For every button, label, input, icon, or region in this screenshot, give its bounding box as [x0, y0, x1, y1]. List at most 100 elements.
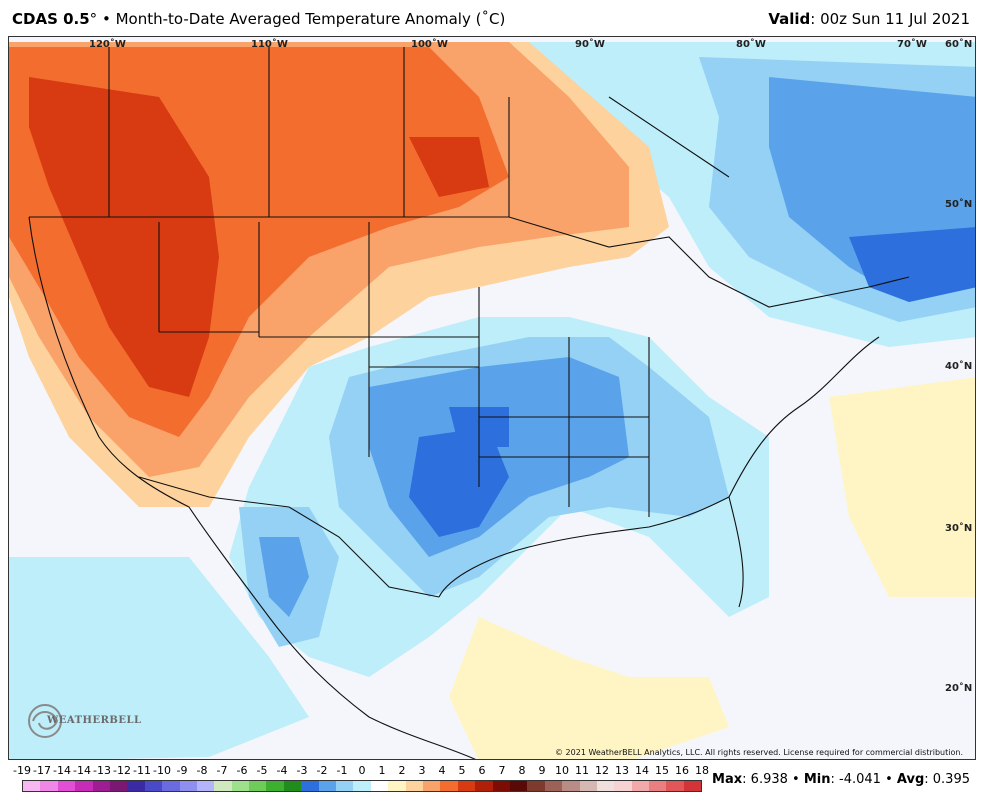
legend-swatch	[562, 781, 580, 791]
legend-swatch	[649, 781, 667, 791]
pacific-coastline	[28, 216, 476, 759]
legend-tick-label: 9	[538, 764, 546, 777]
legend-tick-label: -4	[276, 764, 288, 777]
legend-swatch	[405, 781, 423, 791]
legend-tick-label: -12	[113, 764, 131, 777]
us-mexico-border	[138, 476, 440, 598]
legend-swatch	[144, 781, 163, 791]
lon-label-110w: 110˚W	[251, 39, 288, 50]
legend-swatch	[370, 781, 389, 791]
legend-tick-label: 14	[635, 764, 649, 777]
legend-tick-label: -2	[316, 764, 328, 777]
legend-swatch	[492, 781, 510, 791]
legend-tick-label: 1	[378, 764, 386, 777]
legend-tick-label: -1	[336, 764, 348, 777]
lon-label-120w: 120˚W	[89, 39, 126, 50]
legend-swatch	[457, 781, 476, 791]
legend-tick-label: 0	[358, 764, 366, 777]
valid-label: Valid	[768, 10, 811, 28]
legend-tick-label: 12	[595, 764, 609, 777]
legend-swatch	[336, 781, 354, 791]
legend-tick-label: -9	[176, 764, 188, 777]
lon-label-90w: 90˚W	[575, 39, 605, 50]
map-statistics: Max: 6.938 • Min: -4.041 • Avg: 0.395	[712, 772, 970, 787]
legend-swatch	[614, 781, 632, 791]
state-borders	[158, 222, 650, 517]
legend-tick-label: -7	[216, 764, 228, 777]
legend-swatch	[301, 781, 319, 791]
lat-label-60n: 60˚N	[945, 39, 973, 50]
legend-tick-label: -14	[53, 764, 71, 777]
legend-tick-labels: -19 -17 -14 -14 -13 -12 -11 -10 -9 -8 -7 -6 -5 -4 -3 -2…	[13, 764, 709, 778]
legend-tick-label: 13	[615, 764, 629, 777]
legend-swatch	[249, 781, 267, 791]
product-name: Month-to-Date Averaged Temperature Anoma…	[115, 10, 506, 28]
anomaly-region-cool-texas-core	[409, 427, 509, 537]
legend-swatch	[440, 781, 458, 791]
legend-tick-label: 2	[398, 764, 406, 777]
legend-swatch	[631, 781, 650, 791]
legend-tick-label: 16	[675, 764, 689, 777]
anomaly-region-cool-new-england	[849, 227, 975, 302]
legend-swatch	[196, 781, 215, 791]
degree-symbol: °	[89, 10, 98, 28]
us-canada-border	[29, 216, 910, 308]
legend-tick-label: -5	[256, 764, 268, 777]
legend-swatch	[544, 781, 563, 791]
valid-value: : 00z Sun 11 Jul 2021	[810, 10, 970, 28]
anomaly-map: 120˚W 110˚W 100˚W 90˚W 80˚W 70˚W 60˚N 50…	[8, 36, 976, 760]
valid-time: Valid: 00z Sun 11 Jul 2021	[768, 10, 970, 28]
legend-swatch	[475, 781, 493, 791]
lat-label-20n: 20˚N	[945, 683, 973, 694]
max-value: : 6.938	[742, 772, 788, 787]
avg-label: Avg	[896, 772, 925, 787]
legend-swatch	[231, 781, 250, 791]
legend-tick-label: -10	[153, 764, 171, 777]
legend-color-bar	[22, 780, 702, 792]
lat-label-40n: 40˚N	[945, 361, 973, 372]
legend-swatch	[214, 781, 232, 791]
legend-tick-label: 10	[555, 764, 569, 777]
legend-tick-label: -13	[93, 764, 111, 777]
province-borders	[108, 47, 730, 217]
min-value: : -4.041	[830, 772, 881, 787]
legend-swatch	[527, 781, 545, 791]
legend-swatch	[109, 781, 128, 791]
legend-tick-label: 18	[695, 764, 709, 777]
legend-swatch	[266, 781, 284, 791]
legend-tick-label: 6	[478, 764, 486, 777]
legend-tick-label: 3	[418, 764, 426, 777]
anomaly-region-warm-atlantic	[829, 377, 975, 597]
anomaly-region-warm-northwest-strong	[29, 77, 219, 397]
legend-tick-label: -8	[196, 764, 208, 777]
legend-tick-label: 8	[518, 764, 526, 777]
copyright-notice: © 2021 WeatherBELL Analytics, LLC. All r…	[555, 748, 963, 757]
anomaly-region-cool-sierra-madre	[259, 537, 309, 617]
stats-separator-2: •	[885, 772, 893, 787]
gulf-atlantic-coastline	[438, 336, 880, 598]
lat-label-50n: 50˚N	[945, 199, 973, 210]
lon-label-80w: 80˚W	[736, 39, 766, 50]
legend-tick-label: -17	[33, 764, 51, 777]
title-bullet: •	[101, 10, 111, 28]
legend-tick-label: -6	[236, 764, 248, 777]
florida-coastline	[728, 496, 744, 608]
avg-value: : 0.395	[924, 772, 970, 787]
legend-swatch	[388, 781, 406, 791]
legend-swatch	[92, 781, 110, 791]
legend-tick-label: 5	[458, 764, 466, 777]
boundary-lines	[28, 47, 910, 759]
logo-swirl-icon	[28, 704, 62, 738]
map-title: CDAS 0.5° • Month-to-Date Averaged Tempe…	[12, 10, 505, 28]
max-label: Max	[712, 772, 743, 787]
anomaly-region-cool-pacific	[9, 557, 309, 759]
legend-tick-label: -19	[13, 764, 31, 777]
color-legend: -19 -17 -14 -14 -13 -12 -11 -10 -9 -8 -7 -6 -5 -4 -3 -2…	[13, 764, 709, 800]
anomaly-region-warm-central-america	[449, 617, 729, 759]
legend-swatch	[23, 781, 41, 791]
legend-swatch	[40, 781, 58, 791]
legend-tick-label: -11	[133, 764, 151, 777]
legend-swatch	[422, 781, 441, 791]
legend-swatch	[162, 781, 180, 791]
map-canvas	[9, 37, 975, 759]
